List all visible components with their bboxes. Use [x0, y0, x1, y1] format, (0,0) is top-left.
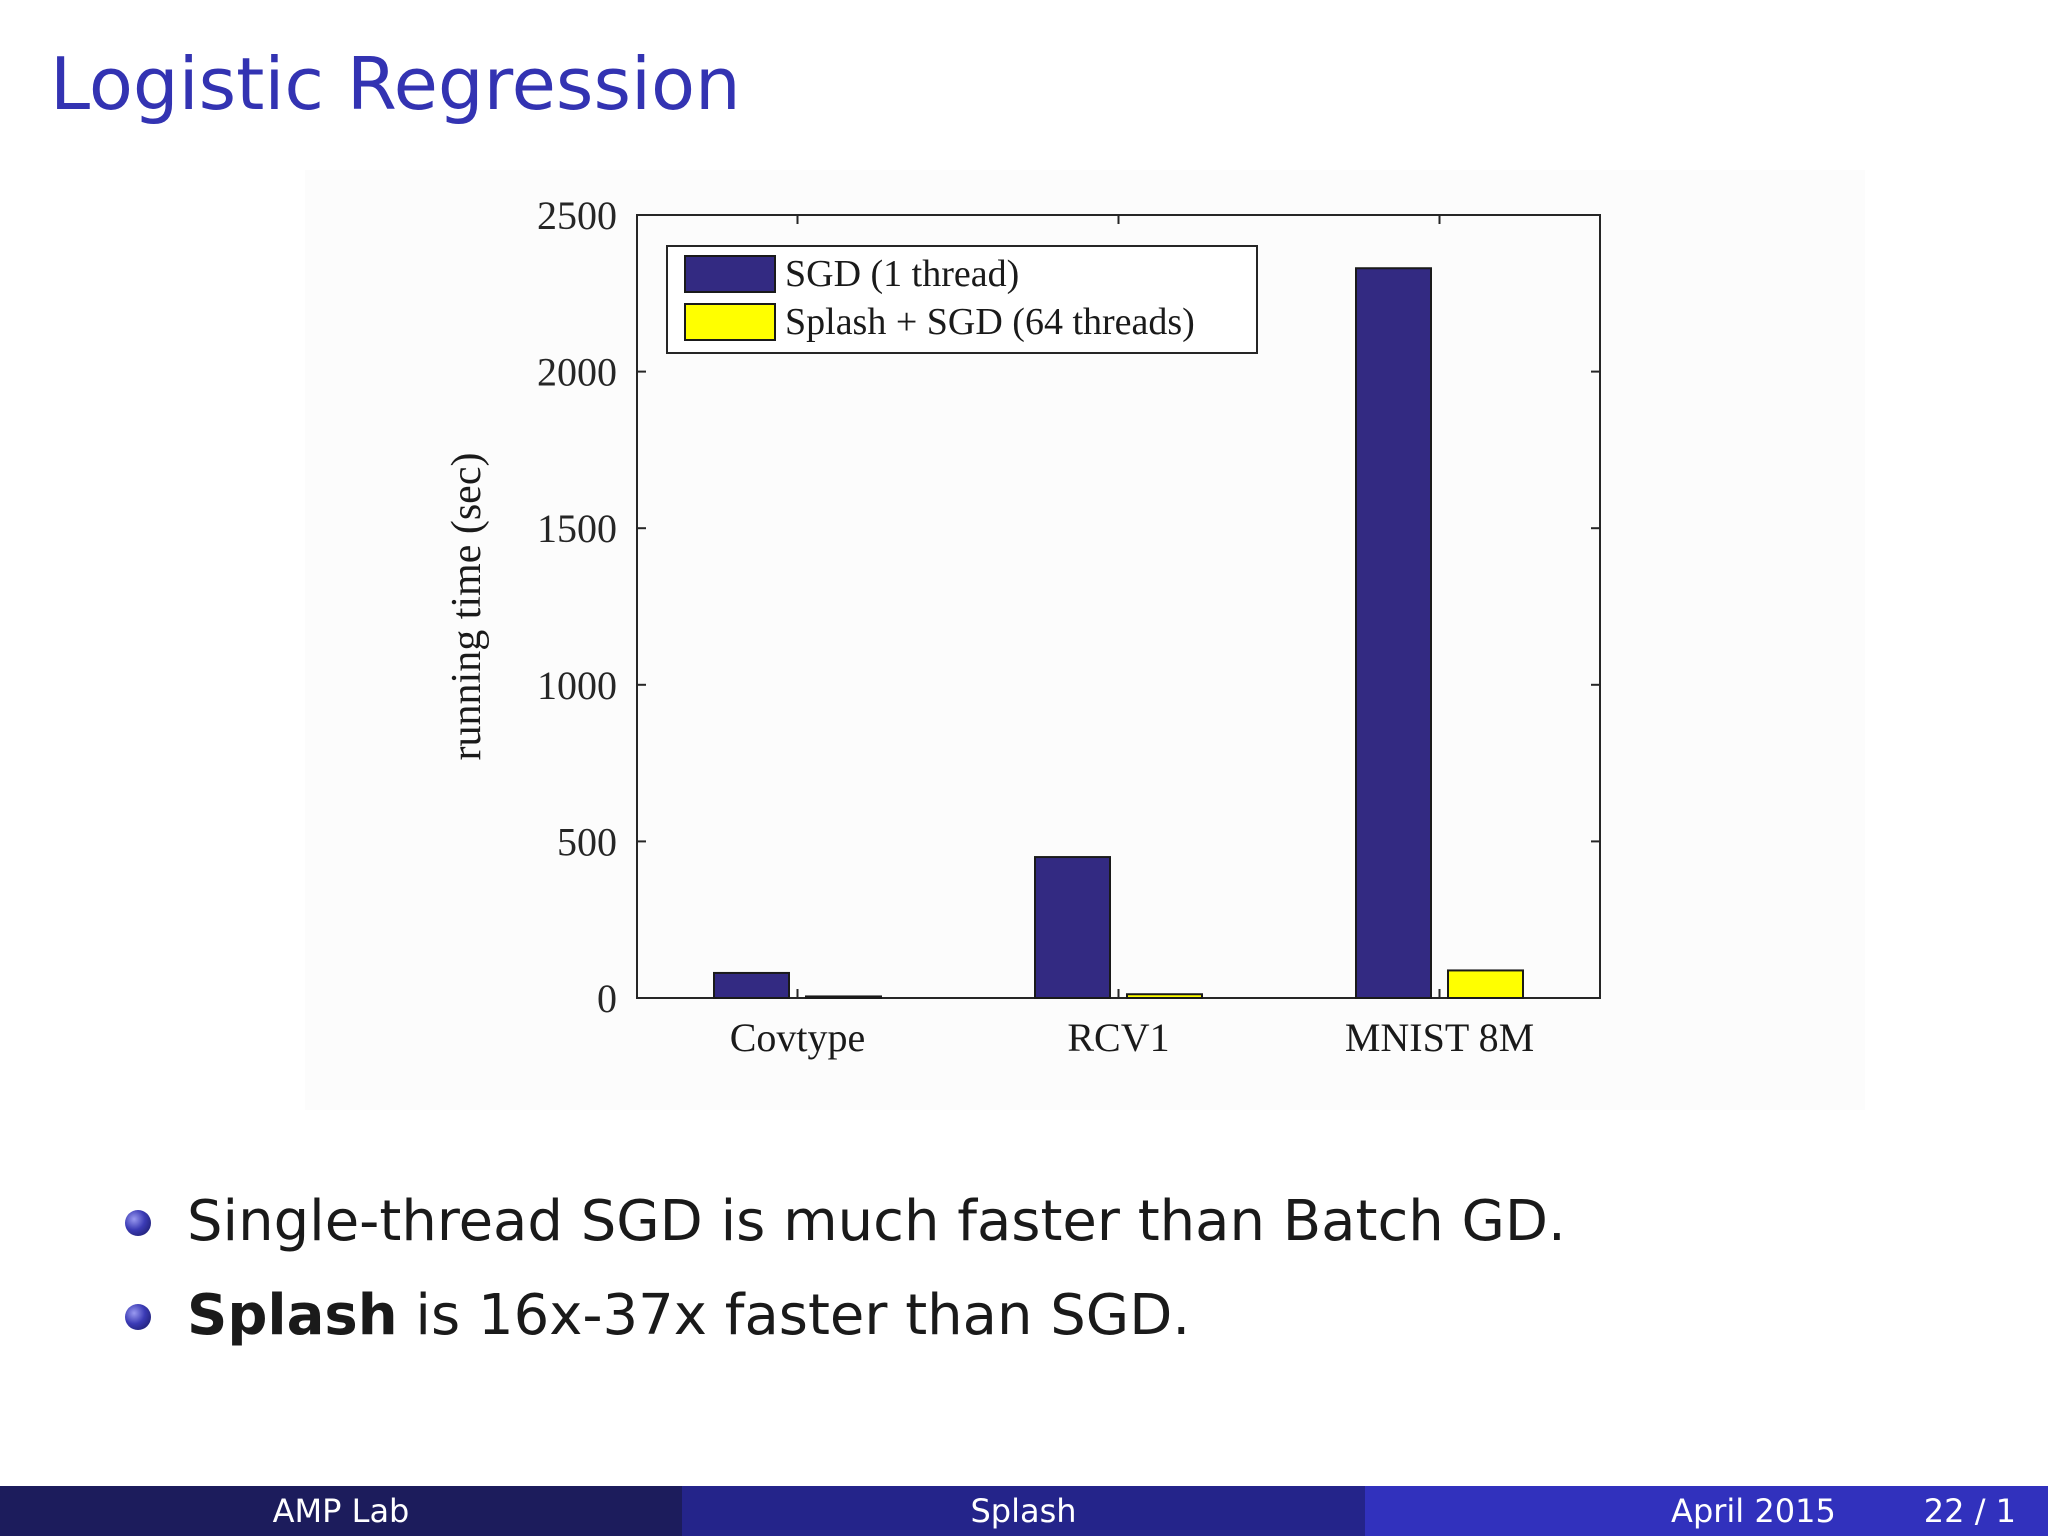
- legend-swatch: [684, 303, 776, 341]
- slide-title: Logistic Regression: [50, 42, 741, 126]
- bullet-icon: [125, 1210, 151, 1236]
- footer-institution: AMP Lab: [0, 1486, 682, 1536]
- y-tick-label: 2500: [537, 193, 617, 238]
- footer-institution-text: AMP Lab: [272, 1492, 410, 1530]
- footer-title: Splash: [682, 1486, 1365, 1536]
- bar-chart: 0 500 1000 1500 2000 2500 running time (sec) Co…: [444, 193, 1601, 1060]
- bar-sgd-covtype: [713, 971, 790, 999]
- bullet-item: Single-thread SGD is much faster than Ba…: [125, 1182, 1566, 1276]
- bullet-list: Single-thread SGD is much faster than Ba…: [125, 1182, 1566, 1370]
- bullet-icon: [125, 1304, 151, 1330]
- footer-meta: April 2015 22 / 1: [1365, 1486, 2048, 1536]
- bar-splash-mnist-8m: [1447, 969, 1524, 1000]
- bar-sgd-rcv1: [1034, 856, 1111, 999]
- bar-sgd-mnist-8m: [1355, 267, 1432, 999]
- x-tick-label: MNIST 8M: [1345, 1015, 1534, 1060]
- y-tick-label: 500: [557, 819, 617, 864]
- bullet-text: is 16x-37x faster than SGD.: [397, 1283, 1191, 1348]
- bullet-bold-text: Splash: [187, 1283, 398, 1348]
- footer-date: April 2015: [1671, 1492, 1836, 1530]
- y-axis-label: running time (sec): [444, 453, 490, 761]
- bar-splash-rcv1: [1126, 993, 1203, 999]
- legend-label: Splash + SGD (64 threads): [785, 301, 1195, 343]
- bullet-item: Splash is 16x-37x faster than SGD.: [125, 1276, 1566, 1370]
- bullet-text: Single-thread SGD is much faster than Ba…: [187, 1189, 1566, 1254]
- y-tick-label: 1500: [537, 506, 617, 551]
- x-tick-label: Covtype: [730, 1015, 866, 1060]
- legend-label: SGD (1 thread): [785, 253, 1019, 295]
- y-tick-label: 0: [597, 976, 617, 1021]
- legend-swatch: [684, 255, 776, 293]
- footer-bar: AMP Lab Splash April 2015 22 / 1: [0, 1486, 2048, 1536]
- y-tick-label: 1000: [537, 663, 617, 708]
- bar-splash-covtype: [805, 995, 882, 1000]
- footer-title-text: Splash: [970, 1492, 1077, 1530]
- x-tick-label: RCV1: [1067, 1015, 1169, 1060]
- footer-page-number: 22 / 1: [1923, 1492, 2016, 1530]
- y-tick-label: 2000: [537, 350, 617, 395]
